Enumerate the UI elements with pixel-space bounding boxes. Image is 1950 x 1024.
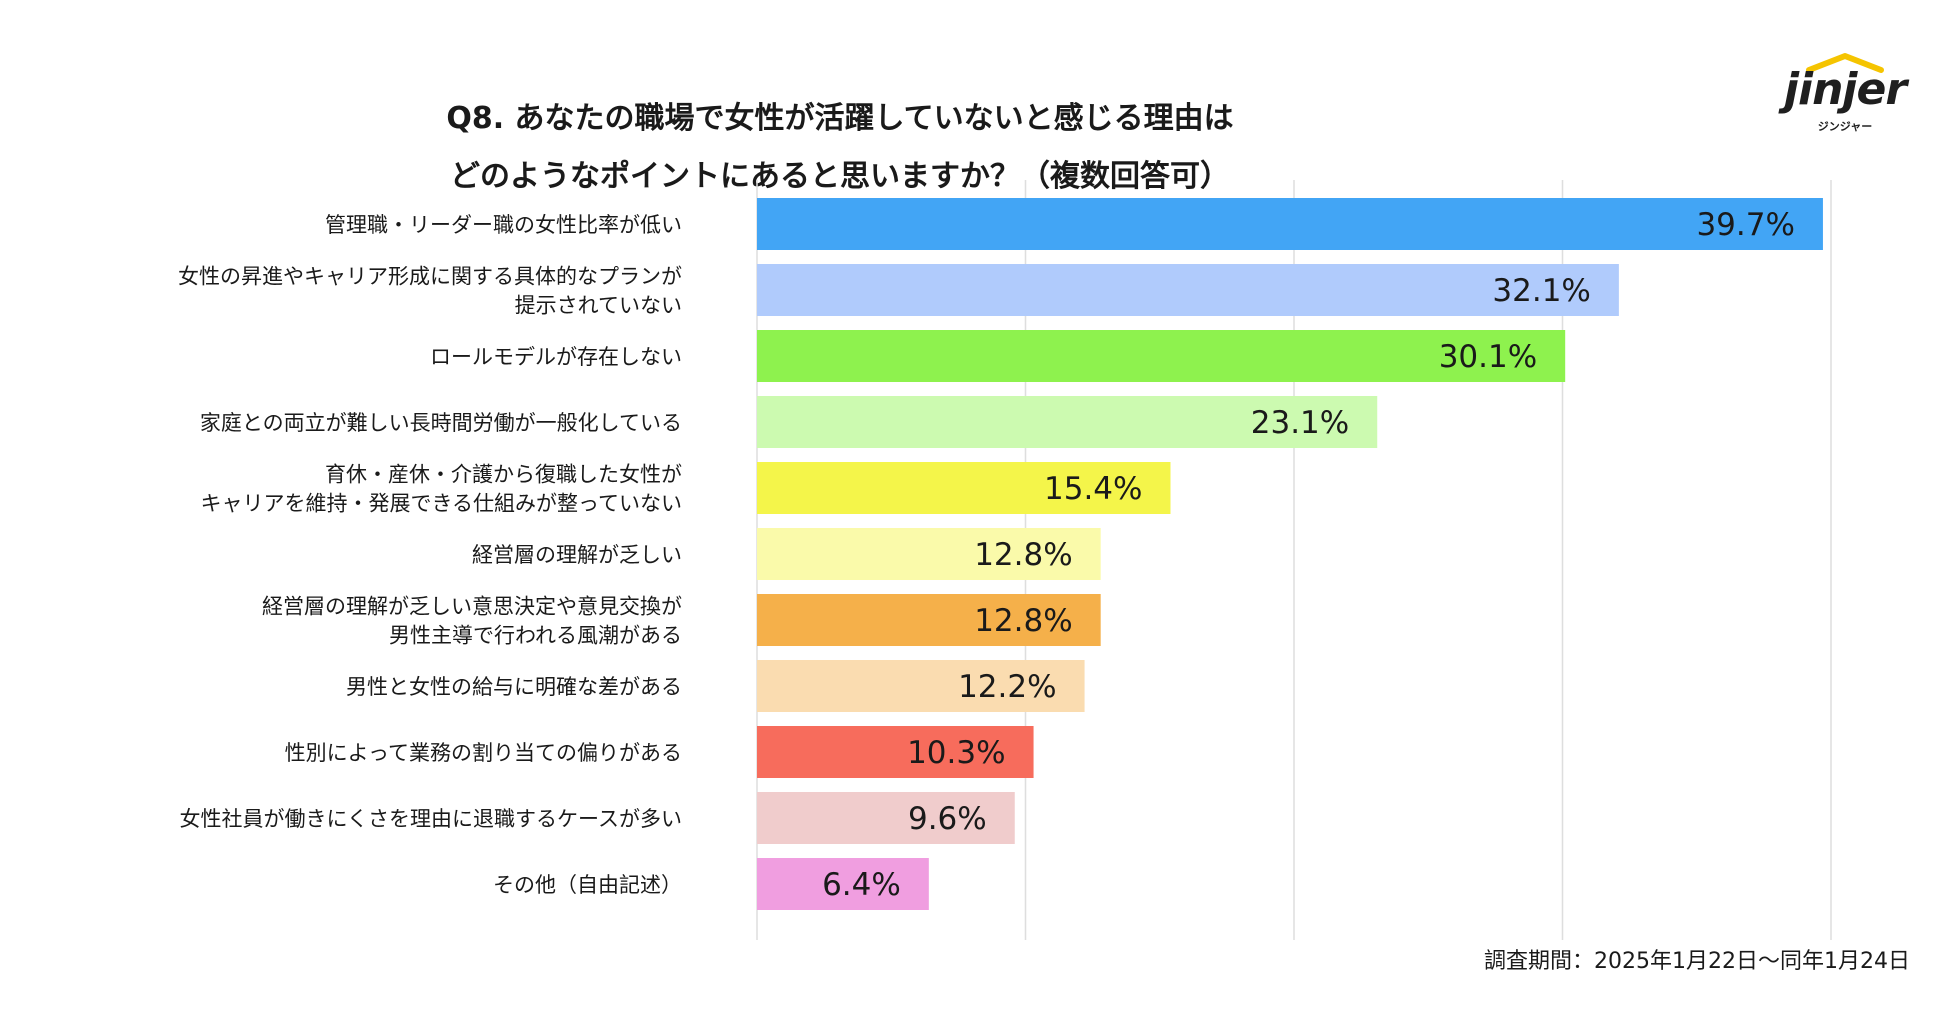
category-label-1: 管理職・リーダー職の女性比率が低い [325,213,682,237]
category-label-2-line-2: 提示されていない [515,294,682,318]
bar-11 [757,858,929,910]
chart-title: Q8. あなたの職場で女性が活躍していないと感じる理由は どのようなポイントにあ… [0,90,1950,206]
bar-8 [757,660,1085,712]
category-label-11: その他（自由記述） [493,873,682,897]
bar-6 [757,528,1101,580]
category-label-2-line-1: 女性の昇進やキャリア形成に関する具体的なプランが [178,265,682,289]
value-label-5: 15.4% [1044,471,1142,507]
category-label-9: 性別によって業務の割り当ての偏りがある [285,741,682,765]
value-label-3: 30.1% [1439,339,1537,375]
bar-chart: 39.7% 管理職・リーダー職の女性比率が低い 32.1% 女性の昇進やキャリア形成に… [178,180,1832,940]
bar-7 [757,594,1101,646]
category-label-5-line-1: 育休・産休・介護から復職した女性が [325,463,682,487]
bar-5 [757,462,1171,514]
bar-4 [757,396,1378,448]
chart-title-line-1: Q8. あなたの職場で女性が活躍していないと感じる理由は [446,101,1234,136]
survey-period: 調査期間：2025年1月22日〜同年1月24日 [1484,949,1910,974]
category-label-10: 女性社員が働きにくさを理由に退職するケースが多い [179,807,682,831]
jinjer-logo: jinjer ジンジャー [1775,52,1915,133]
value-label-9: 10.3% [907,735,1005,771]
bar-2 [757,264,1619,316]
chart-title-line-2: どのようなポイントにあると思いますか？（複数回答可） [450,159,1230,194]
bar-10 [757,792,1015,844]
value-label-7: 12.8% [974,603,1072,639]
value-label-4: 23.1% [1251,405,1349,441]
value-label-11: 6.4% [822,867,901,903]
category-label-5-line-2: キャリアを維持・発展できる仕組みが整っていない [200,492,682,516]
category-label-7-line-1: 経営層の理解が乏しい意思決定や意見交換が [262,595,682,619]
category-label-3: ロールモデルが存在しない [430,345,682,369]
category-label-6: 経営層の理解が乏しい [472,543,682,567]
value-label-1: 39.7% [1696,207,1794,243]
bar-1 [757,198,1823,250]
logo-wordmark: jinjer [1783,64,1907,115]
value-label-8: 12.2% [958,669,1056,705]
roof-icon [1806,53,1884,73]
bar-9 [757,726,1034,778]
category-label-4: 家庭との両立が難しい長時間労働が一般化している [200,411,682,435]
value-label-10: 9.6% [908,801,987,837]
bar-3 [757,330,1566,382]
category-label-7-line-2: 男性主導で行われる風潮がある [389,624,682,648]
value-label-6: 12.8% [974,537,1072,573]
logo-subtitle: ジンジャー [1817,120,1873,133]
value-label-2: 32.1% [1492,273,1590,309]
category-label-8: 男性と女性の給与に明確な差がある [346,675,682,699]
